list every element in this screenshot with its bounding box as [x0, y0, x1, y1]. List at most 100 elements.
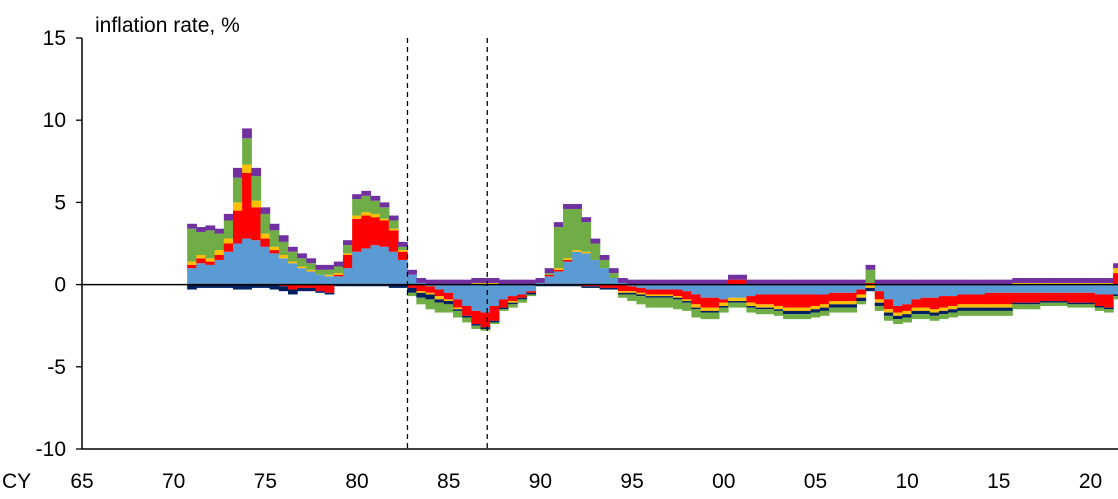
bar-segment-green [663, 297, 674, 308]
bar-segment-purple [306, 258, 317, 264]
bar-segment-blue [398, 259, 408, 285]
bar-segment-blue [1076, 284, 1087, 293]
bar-segment-red [618, 284, 628, 292]
bar-segment-green [462, 317, 472, 323]
bar-segment-navy [828, 304, 839, 308]
bar-segment-red [471, 310, 482, 325]
bar-segment-red [746, 296, 757, 303]
bar-segment-yellow [783, 307, 793, 311]
bar-segment-navy [883, 312, 894, 316]
bar-segment-green [453, 310, 463, 318]
y-axis-label: inflation rate, % [95, 14, 240, 37]
bar-segment-red [773, 294, 784, 306]
bar-segment-blue [718, 284, 729, 300]
bar-segment-green [278, 241, 289, 256]
bar-segment-yellow [1113, 268, 1118, 274]
bar-segment-purple [563, 204, 573, 209]
bar-segment-blue [489, 284, 500, 306]
bar-segment-yellow [773, 305, 784, 310]
bar-segment-navy [700, 310, 711, 313]
bar-segment-red [902, 304, 913, 311]
bar-segment-purple [893, 279, 903, 285]
bar-segment-navy [352, 284, 362, 287]
bar-segment-green [1048, 302, 1059, 306]
bar-segment-green [792, 314, 802, 320]
bar-segment-blue [324, 276, 335, 285]
bar-segment-red [425, 286, 436, 293]
bar-segment-purple [453, 279, 463, 285]
reference-lines [406, 38, 488, 449]
bar-segment-green [865, 269, 876, 283]
bar-segment-yellow [911, 307, 922, 311]
x-tick-label: 85 [437, 470, 460, 493]
bar-segment-blue [1021, 284, 1032, 293]
bar-segment-blue [544, 276, 555, 285]
bar-segment-red [563, 259, 573, 262]
bar-segment-blue [902, 284, 913, 305]
bar-segment-red [929, 297, 940, 310]
bar-segment-navy [544, 284, 555, 287]
bar-segment-yellow [563, 258, 573, 260]
bar-segment-red [1012, 292, 1023, 303]
bar-segment-blue [1058, 284, 1068, 293]
stacked-bars [187, 128, 1118, 331]
bar-segment-red [388, 230, 399, 252]
bar-segment-blue [838, 284, 848, 293]
bar-segment-blue [535, 282, 546, 285]
bar-segment-navy [709, 310, 720, 313]
x-tick-label: 05 [804, 470, 827, 493]
bar-segment-purple [938, 279, 949, 285]
bar-segment-navy [361, 284, 372, 287]
bar-segment-red [1113, 273, 1118, 285]
bar-segment-red [663, 289, 674, 295]
bar-segment-blue [590, 259, 601, 285]
bar-segment-purple [645, 279, 656, 285]
bar-segment-yellow [572, 250, 582, 252]
bar-segment-yellow [416, 291, 427, 293]
bar-segment-blue [416, 282, 427, 285]
bar-segment-navy [278, 286, 289, 292]
bar-segment-purple [196, 227, 207, 232]
bar-segment-red [948, 296, 958, 306]
bar-segment-navy [306, 287, 317, 292]
bar-segment-green [361, 195, 372, 213]
bar-segment-purple [544, 268, 555, 274]
bar-segment-blue [1048, 284, 1059, 293]
bar-segment-blue [407, 274, 417, 285]
bar-segment-purple [398, 241, 408, 247]
bar-segment-blue [434, 284, 445, 290]
bar-segment-yellow [453, 307, 463, 310]
bar-segment-purple [847, 279, 858, 285]
bar-segment-navy [838, 304, 848, 308]
bar-segment-green [654, 297, 665, 308]
bar-segment-navy [187, 284, 197, 290]
bar-segment-purple [278, 235, 289, 242]
bar-segment-purple [508, 279, 518, 285]
bar-segment-yellow [324, 274, 335, 277]
bar-segment-yellow [297, 266, 307, 269]
bar-segment-purple [654, 279, 665, 285]
bar-segment-red [517, 294, 527, 298]
bar-segment-blue [1085, 284, 1096, 293]
bar-segment-navy [425, 294, 436, 300]
bar-segment-blue [608, 278, 619, 285]
bar-segment-red [865, 282, 876, 285]
bar-segment-blue [196, 263, 207, 285]
bar-segment-green [764, 309, 775, 315]
bar-segment-purple [443, 279, 454, 285]
bar-segment-red [966, 294, 977, 305]
bar-segment-purple [297, 253, 307, 259]
bar-segment-yellow [251, 200, 262, 208]
bar-segment-purple [1113, 263, 1118, 269]
bar-segment-navy [535, 284, 546, 287]
bar-segment-blue [315, 274, 326, 285]
bar-segment-blue [764, 284, 775, 295]
y-tick-label: 10 [43, 109, 66, 132]
bar-segment-navy [1021, 302, 1032, 305]
bar-segment-green [993, 310, 1004, 316]
bar-segment-purple [663, 279, 674, 285]
bar-segment-red [801, 294, 812, 308]
bar-segment-yellow [508, 301, 518, 303]
bar-segment-red [645, 289, 656, 295]
bar-segment-green [434, 302, 445, 313]
